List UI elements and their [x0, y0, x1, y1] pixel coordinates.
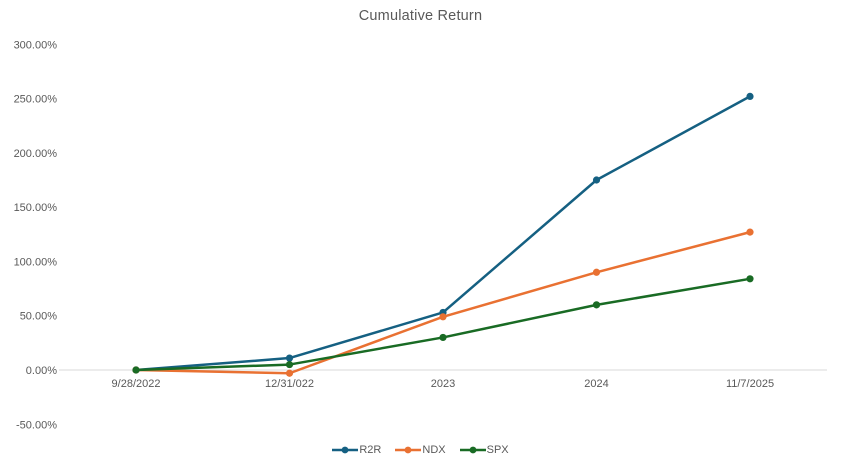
- legend-label: SPX: [486, 444, 509, 456]
- data-point-ndx: [439, 313, 447, 321]
- legend-item-spx: SPX: [459, 444, 509, 456]
- x-tick-label: 9/28/2022: [112, 378, 161, 390]
- legend-marker-icon: [395, 446, 422, 454]
- legend-label: R2R: [359, 444, 382, 456]
- y-tick-label: 200.00%: [14, 148, 58, 160]
- data-point-ndx: [746, 228, 754, 236]
- series-line-ndx: [134, 230, 752, 375]
- legend-item-ndx: NDX: [395, 444, 446, 456]
- legend-marker-icon: [459, 446, 486, 454]
- y-tick-label: 100.00%: [14, 256, 58, 268]
- data-point-ndx: [285, 369, 294, 377]
- data-point-spx: [285, 360, 294, 369]
- y-tick-label: 300.00%: [14, 39, 58, 51]
- y-tick-label: 150.00%: [14, 202, 58, 214]
- data-point-r2r: [746, 92, 754, 101]
- chart-title: Cumulative Return: [358, 8, 483, 24]
- y-tick-label: 50.00%: [20, 311, 58, 323]
- legend-label: NDX: [422, 444, 446, 456]
- x-tick-label: 2023: [431, 378, 455, 390]
- legend: R2R NDX SPX: [0, 444, 841, 456]
- data-point-spx: [439, 333, 447, 342]
- legend-item-r2r: R2R: [332, 444, 381, 456]
- legend-marker-icon: [332, 446, 359, 454]
- x-tick-label: 11/7/2025: [726, 378, 774, 390]
- data-point-spx: [132, 366, 140, 374]
- x-tick-label: 2024: [584, 378, 608, 390]
- y-tick-label: 0.00%: [26, 365, 57, 377]
- data-point-ndx: [592, 268, 601, 276]
- data-point-spx: [746, 275, 754, 283]
- series-line-r2r: [134, 95, 752, 372]
- y-tick-label: 250.00%: [14, 94, 58, 106]
- data-point-r2r: [592, 176, 601, 184]
- y-tick-label: -50.00%: [16, 419, 57, 431]
- data-point-spx: [592, 301, 601, 309]
- data-point-r2r: [285, 354, 294, 362]
- x-tick-label: 12/31/022: [265, 378, 314, 390]
- series-line-spx: [134, 277, 752, 372]
